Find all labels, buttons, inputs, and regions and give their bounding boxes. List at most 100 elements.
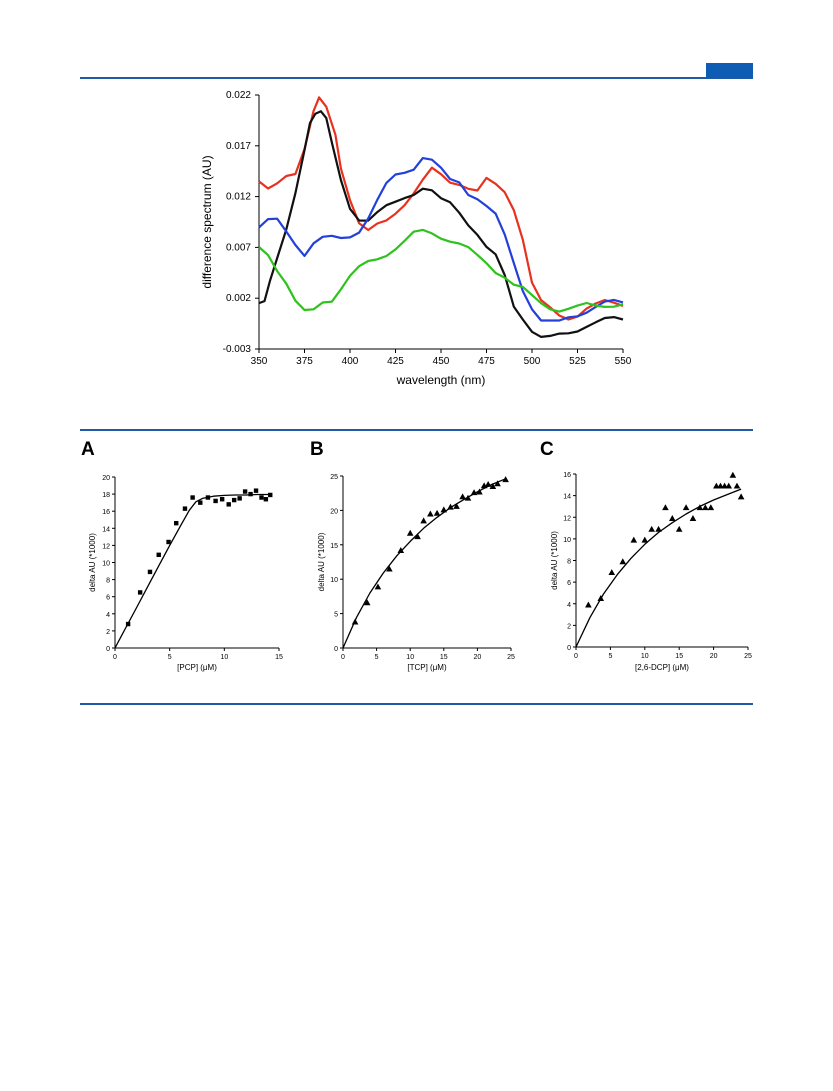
x-tick-label: 15 (275, 654, 283, 661)
data-point (147, 569, 153, 575)
y-axis-label: delta AU (*1000) (550, 531, 559, 590)
y-tick-label: 0.012 (226, 192, 251, 203)
data-point (489, 483, 497, 489)
y-tick-label: 20 (330, 508, 338, 515)
y-tick-label: 16 (102, 509, 110, 516)
chart-spectrum: -0.003 0.002 0.007 0.012 0.017 0.022 350 375 400… (200, 90, 632, 387)
data-point (363, 599, 371, 606)
data-point (174, 520, 179, 526)
data-point (213, 498, 218, 504)
bottom-rule (80, 703, 753, 705)
x-tick-label: 525 (569, 356, 586, 367)
data-point (125, 621, 131, 627)
spectrum-series-1 (258, 96, 624, 321)
y-tick-label: 10 (102, 561, 110, 568)
spectrum-series-3 (258, 157, 624, 322)
y-tick-label: 16 (563, 472, 571, 479)
x-tick-label: 0 (341, 654, 345, 661)
data-point (351, 618, 359, 625)
x-tick-label: 25 (744, 653, 752, 660)
data-point (662, 504, 669, 511)
data-point (190, 495, 195, 500)
y-tick-label: 6 (106, 595, 110, 602)
x-tick-label: 425 (387, 356, 404, 367)
data-point (725, 482, 733, 489)
x-tick-label: 20 (710, 653, 718, 660)
y-tick-label: 14 (563, 494, 571, 501)
data-point (729, 471, 737, 478)
y-tick-label: -0.003 (223, 344, 252, 355)
x-tick-label: 15 (440, 654, 448, 661)
chart-a: 0 2 4 6 8 10 12 14 16 18 20 0 5 10 15 [PCP] (μM) delta A… (81, 439, 283, 672)
data-point (733, 482, 741, 489)
header-tab (706, 63, 753, 78)
data-point (707, 504, 715, 511)
data-point (219, 497, 225, 502)
x-tick-label: 550 (615, 356, 632, 367)
data-point (242, 489, 248, 494)
data-point (420, 517, 427, 524)
data-point (675, 525, 683, 532)
fit-curve (342, 478, 506, 649)
x-tick-label: 450 (433, 356, 450, 367)
x-axis-label: [TCP] (μM) (407, 663, 447, 672)
data-point (648, 525, 655, 532)
data-point (713, 482, 720, 489)
y-tick-label: 25 (330, 474, 338, 481)
y-tick-label: 15 (330, 543, 338, 550)
data-point (268, 492, 273, 498)
y-tick-label: 0.017 (226, 141, 251, 152)
y-tick-label: 6 (567, 580, 571, 587)
data-point (484, 480, 492, 487)
panel-label-c: C (540, 439, 554, 460)
data-point (608, 569, 616, 576)
y-tick-label: 12 (563, 515, 571, 522)
y-tick-label: 0.022 (226, 90, 251, 101)
spectrum-series-2 (258, 110, 624, 338)
x-axis-label: [PCP] (μM) (177, 663, 217, 672)
data-point (737, 493, 745, 500)
y-tick-label: 0.002 (226, 293, 251, 304)
panel-label-b: B (310, 439, 324, 460)
data-point (585, 601, 592, 608)
y-tick-label: 12 (102, 543, 110, 550)
data-point (682, 504, 690, 511)
fit-curve (114, 493, 272, 649)
x-tick-label: 500 (524, 356, 541, 367)
data-point (502, 476, 509, 483)
data-point (689, 515, 697, 521)
data-point (702, 504, 709, 511)
chart-c: 0 2 4 6 8 10 12 14 16 0 5 10 15 20 25 [2,6-DCP] (μM) del… (540, 439, 752, 672)
data-point (374, 583, 382, 590)
data-point (231, 497, 237, 503)
y-tick-label: 14 (102, 526, 110, 533)
data-point (198, 500, 203, 505)
data-point (226, 502, 231, 507)
data-point (397, 547, 405, 553)
data-point (655, 525, 662, 532)
y-tick-label: 4 (106, 612, 110, 619)
x-tick-label: 375 (296, 356, 313, 367)
data-point (597, 595, 605, 601)
y-tick-label: 0 (106, 646, 110, 653)
x-tick-label: 25 (507, 654, 515, 661)
y-tick-label: 8 (567, 559, 571, 566)
data-point (248, 491, 253, 497)
data-point (464, 494, 472, 501)
x-tick-label: 20 (474, 654, 482, 661)
data-point (619, 558, 627, 565)
data-point (476, 488, 483, 495)
data-point (427, 510, 434, 517)
y-axis-label: delta AU (*1000) (88, 533, 97, 592)
data-point (721, 482, 728, 489)
y-tick-label: 2 (567, 623, 571, 630)
y-tick-label: 20 (102, 475, 110, 482)
y-tick-label: 2 (106, 629, 110, 636)
y-axis-label: difference spectrum (AU) (200, 155, 214, 288)
panel-label-a: A (81, 439, 95, 460)
top-rule (80, 77, 753, 79)
data-point (453, 502, 460, 509)
y-tick-label: 5 (334, 612, 338, 619)
y-tick-label: 10 (563, 537, 571, 544)
x-tick-label: 5 (375, 654, 379, 661)
